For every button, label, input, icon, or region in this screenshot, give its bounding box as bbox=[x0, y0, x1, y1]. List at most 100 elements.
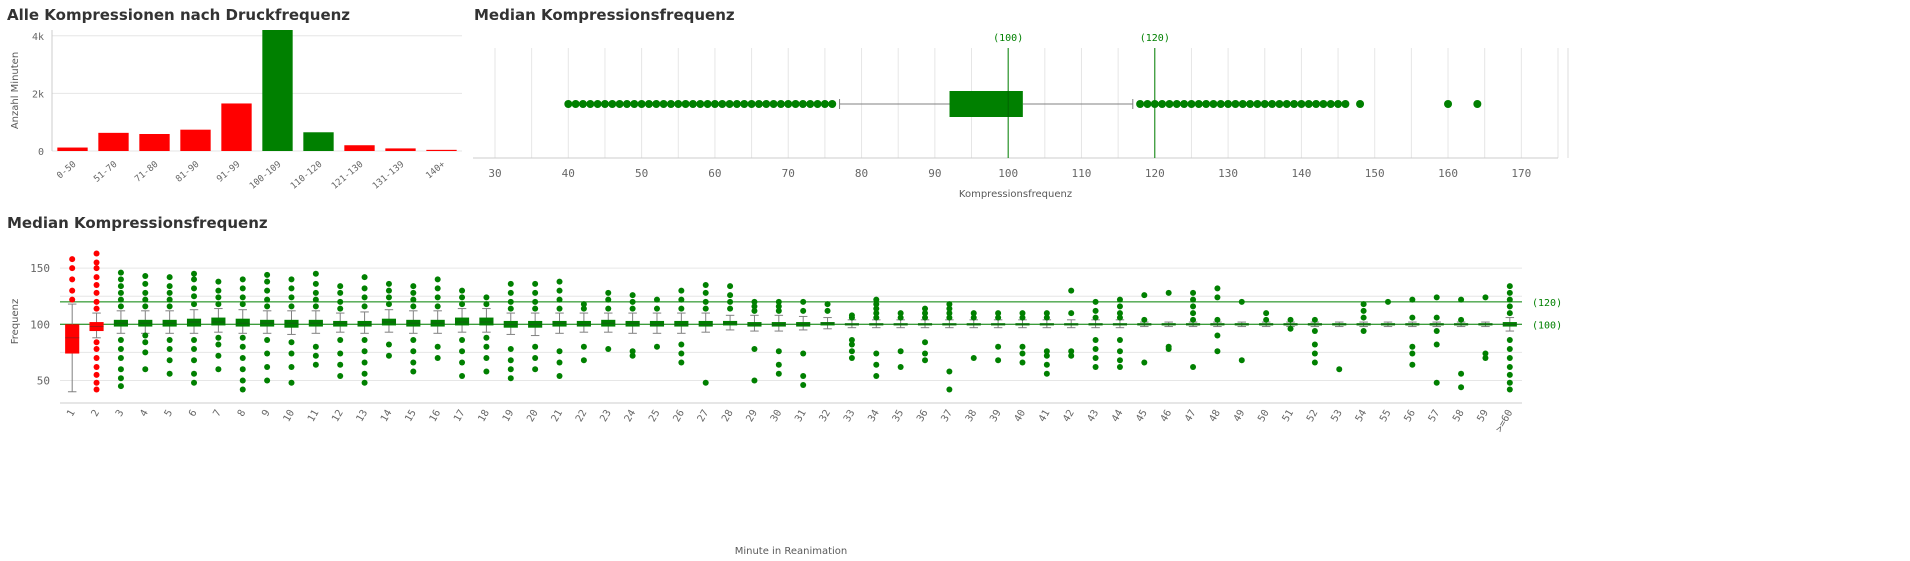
outlier-point bbox=[1019, 350, 1026, 357]
outlier-point bbox=[312, 361, 319, 368]
outlier-point bbox=[946, 310, 953, 317]
outlier-point bbox=[873, 296, 880, 303]
y-tick-label: 150 bbox=[30, 262, 50, 275]
reference-line-label: (100) bbox=[1532, 320, 1562, 331]
outlier-point bbox=[1190, 316, 1197, 323]
x-tick-label: 29 bbox=[744, 408, 760, 424]
outlier-point bbox=[1116, 310, 1123, 317]
top-boxplot-chart: 30 40 50 60 70 80 90 100 110 120 130 140 150 160 170 Ko… bbox=[0, 0, 1910, 205]
box bbox=[333, 320, 348, 327]
x-axis-label: Kompressionsfrequenz bbox=[959, 189, 1072, 200]
outlier-point bbox=[69, 256, 76, 263]
outlier-point bbox=[820, 100, 829, 108]
outlier-point bbox=[142, 289, 149, 296]
x-tick-label: 25 bbox=[647, 408, 663, 424]
outlier-point bbox=[69, 287, 76, 294]
x-tick-label: 47 bbox=[1183, 408, 1199, 424]
outlier-point bbox=[166, 289, 173, 296]
outlier-point bbox=[751, 377, 758, 384]
outlier-point bbox=[740, 100, 749, 108]
outlier-point bbox=[117, 337, 124, 344]
outlier-point bbox=[800, 307, 807, 314]
outlier-point bbox=[1043, 361, 1050, 368]
outlier-point bbox=[532, 343, 539, 350]
outlier-point bbox=[1214, 285, 1221, 292]
outlier-point bbox=[1238, 100, 1247, 108]
outlier-point bbox=[1458, 384, 1465, 391]
outlier-point bbox=[434, 343, 441, 350]
x-tick-label: 44 bbox=[1110, 408, 1126, 424]
outlier-point bbox=[776, 100, 785, 108]
outlier-point bbox=[848, 355, 855, 362]
outlier-point bbox=[410, 303, 417, 310]
outlier-point bbox=[1433, 341, 1440, 348]
outlier-point bbox=[239, 377, 246, 384]
outlier-point bbox=[142, 339, 149, 346]
outlier-point bbox=[191, 357, 198, 364]
outlier-point bbox=[1356, 100, 1365, 108]
outlier-point bbox=[93, 281, 100, 288]
outlier-point bbox=[702, 379, 709, 386]
outlier-point bbox=[1165, 289, 1172, 296]
outlier-point bbox=[239, 301, 246, 308]
outlier-point bbox=[361, 294, 368, 301]
x-tick-label: 43 bbox=[1086, 408, 1102, 424]
x-tick-label: 4 bbox=[138, 408, 151, 419]
outlier-point bbox=[166, 296, 173, 303]
outlier-point bbox=[459, 359, 466, 366]
outlier-point bbox=[1116, 314, 1123, 321]
x-tick-label: 58 bbox=[1451, 408, 1467, 424]
outlier-point bbox=[459, 301, 466, 308]
outlier-point bbox=[1506, 346, 1513, 353]
x-tick-label: 120 bbox=[1145, 167, 1165, 180]
outlier-point bbox=[1068, 287, 1075, 294]
outlier-point bbox=[775, 361, 782, 368]
outlier-point bbox=[483, 294, 490, 301]
outlier-point bbox=[897, 364, 904, 371]
outlier-point bbox=[1482, 350, 1489, 357]
x-tick-label: 20 bbox=[525, 408, 541, 424]
outlier-point bbox=[1150, 100, 1159, 108]
x-tick-label: 28 bbox=[720, 408, 736, 424]
outlier-point bbox=[1019, 314, 1026, 321]
outlier-point bbox=[681, 100, 690, 108]
x-tick-label: 32 bbox=[818, 408, 834, 424]
outlier-point bbox=[629, 298, 636, 305]
outlier-point bbox=[1409, 343, 1416, 350]
bar bbox=[57, 147, 88, 151]
outlier-point bbox=[532, 366, 539, 373]
outlier-point bbox=[1231, 100, 1240, 108]
outlier-point bbox=[434, 285, 441, 292]
box bbox=[454, 317, 470, 326]
outlier-point bbox=[166, 337, 173, 344]
outlier-point bbox=[264, 287, 271, 294]
outlier-point bbox=[1019, 343, 1026, 350]
reference-line-label: (120) bbox=[1140, 33, 1170, 44]
outlier-point bbox=[800, 373, 807, 380]
outlier-point bbox=[1194, 100, 1203, 108]
x-tick-label: 52 bbox=[1305, 408, 1321, 424]
outlier-point bbox=[1141, 292, 1148, 299]
outlier-point bbox=[1180, 100, 1189, 108]
outlier-point bbox=[312, 280, 319, 287]
outlier-point bbox=[93, 259, 100, 266]
outlier-point bbox=[117, 355, 124, 362]
outlier-point bbox=[166, 346, 173, 353]
outlier-point bbox=[1158, 100, 1167, 108]
outlier-point bbox=[824, 307, 831, 314]
x-tick-label: 36 bbox=[915, 408, 931, 424]
outlier-point bbox=[995, 314, 1002, 321]
outlier-point bbox=[434, 303, 441, 310]
x-tick-label: 35 bbox=[891, 408, 907, 424]
x-tick-label: 30 bbox=[769, 408, 785, 424]
outlier-point bbox=[848, 341, 855, 348]
outlier-point bbox=[605, 289, 612, 296]
outlier-point bbox=[410, 296, 417, 303]
outlier-point bbox=[117, 269, 124, 276]
box bbox=[820, 322, 835, 326]
outlier-point bbox=[659, 100, 668, 108]
outlier-point bbox=[775, 348, 782, 355]
outlier-point bbox=[93, 364, 100, 371]
